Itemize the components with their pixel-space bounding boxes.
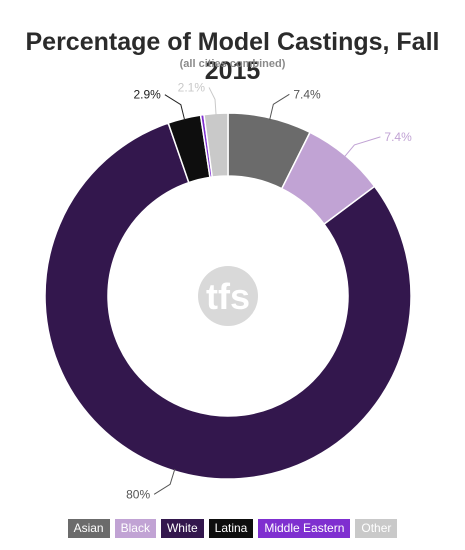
legend-item-white[interactable]: White — [160, 519, 204, 538]
tfs-logo: tfs — [198, 266, 258, 326]
slice-other[interactable] — [203, 112, 229, 178]
leader-line-white — [153, 468, 176, 495]
chart-subtitle: (all cities combined) — [179, 58, 286, 70]
legend-item-other[interactable]: Other — [355, 519, 398, 538]
legend-item-middle-eastern[interactable]: Middle Eastern — [258, 519, 351, 538]
data-label-white: 80% — [126, 487, 150, 501]
leader-line-other — [208, 87, 217, 116]
chart-legend: Asian Black White Latina Middle Eastern Other — [0, 519, 465, 538]
leader-line-latina — [164, 94, 186, 121]
data-label-black: 7.4% — [384, 130, 412, 144]
leader-line-asian — [269, 93, 290, 120]
data-label-other: 2.1% — [178, 80, 206, 94]
data-label-latina: 2.9% — [133, 88, 161, 102]
data-label-asian: 7.4% — [293, 87, 321, 101]
slice-white[interactable] — [44, 122, 412, 480]
donut-chart: 7.4% 7.4% 80% 2.9% 2.1% tfs — [44, 80, 412, 501]
logo-circle — [198, 266, 258, 326]
leader-line-black — [343, 136, 381, 158]
logo-text: tfs — [206, 276, 250, 317]
legend-item-black[interactable]: Black — [114, 519, 156, 538]
chart-title: Percentage of Model Castings, Fall 2015 — [25, 28, 440, 85]
legend-item-latina[interactable]: Latina — [208, 519, 254, 538]
legend-item-asian[interactable]: Asian — [67, 519, 110, 538]
